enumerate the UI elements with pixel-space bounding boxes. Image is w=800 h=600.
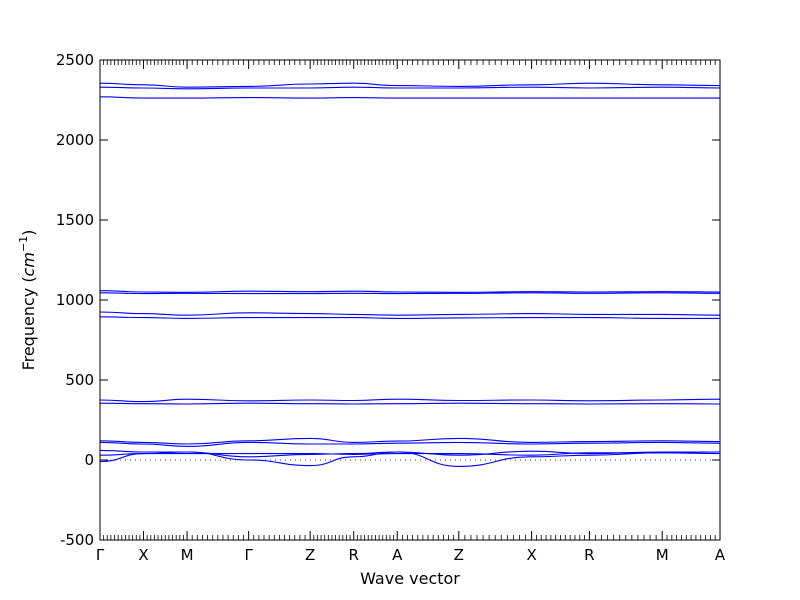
band-series-3	[99, 96, 720, 99]
x-tick-label: Z	[454, 546, 464, 564]
y-tick-label: 2500	[56, 51, 94, 69]
band-series-8	[99, 398, 721, 403]
band-series-7	[99, 316, 720, 319]
y-tick-label: 2000	[56, 131, 94, 149]
band-series-5	[99, 292, 721, 295]
band-series-6	[99, 311, 721, 316]
x-tick-label: Γ	[96, 546, 105, 564]
x-tick-label: X	[138, 546, 148, 564]
plot-background	[100, 60, 720, 540]
y-axis-title-main: Frequency (	[19, 276, 38, 370]
y-axis-title: Frequency (cm−1)	[17, 230, 38, 371]
y-tick-label: -500	[60, 531, 94, 549]
x-tick-label: Γ	[244, 546, 253, 564]
band-series-11	[99, 441, 721, 447]
x-tick-label: R	[584, 546, 594, 564]
y-tick-label: 1000	[56, 291, 94, 309]
band-series-9	[99, 402, 721, 405]
y-tick-label: 1500	[56, 211, 94, 229]
y-tick-label: 500	[65, 371, 94, 389]
y-tick-label: 0	[84, 451, 94, 469]
y-axis-ticks: -500 0 500 1000 1500 2000 2500	[56, 51, 720, 549]
band-lines	[99, 82, 721, 467]
minor-ticks	[103, 60, 716, 540]
x-tick-label: M	[656, 546, 669, 564]
y-axis-title-exponent: −1	[17, 236, 30, 252]
y-axis-title-unit: cm	[19, 252, 38, 276]
x-tick-label: X	[526, 546, 536, 564]
x-tick-label: R	[348, 546, 358, 564]
band-series-10	[99, 437, 721, 445]
x-axis-title: Wave vector	[360, 569, 460, 588]
x-tick-label: A	[715, 546, 726, 564]
band-series-1	[99, 82, 721, 88]
x-tick-label: Z	[305, 546, 315, 564]
x-tick-label: M	[181, 546, 194, 564]
x-tick-label: A	[392, 546, 403, 564]
band-series-14	[99, 451, 721, 467]
band-series-2	[99, 86, 721, 90]
band-series-4	[99, 290, 721, 293]
y-axis-title-close: )	[19, 230, 38, 236]
